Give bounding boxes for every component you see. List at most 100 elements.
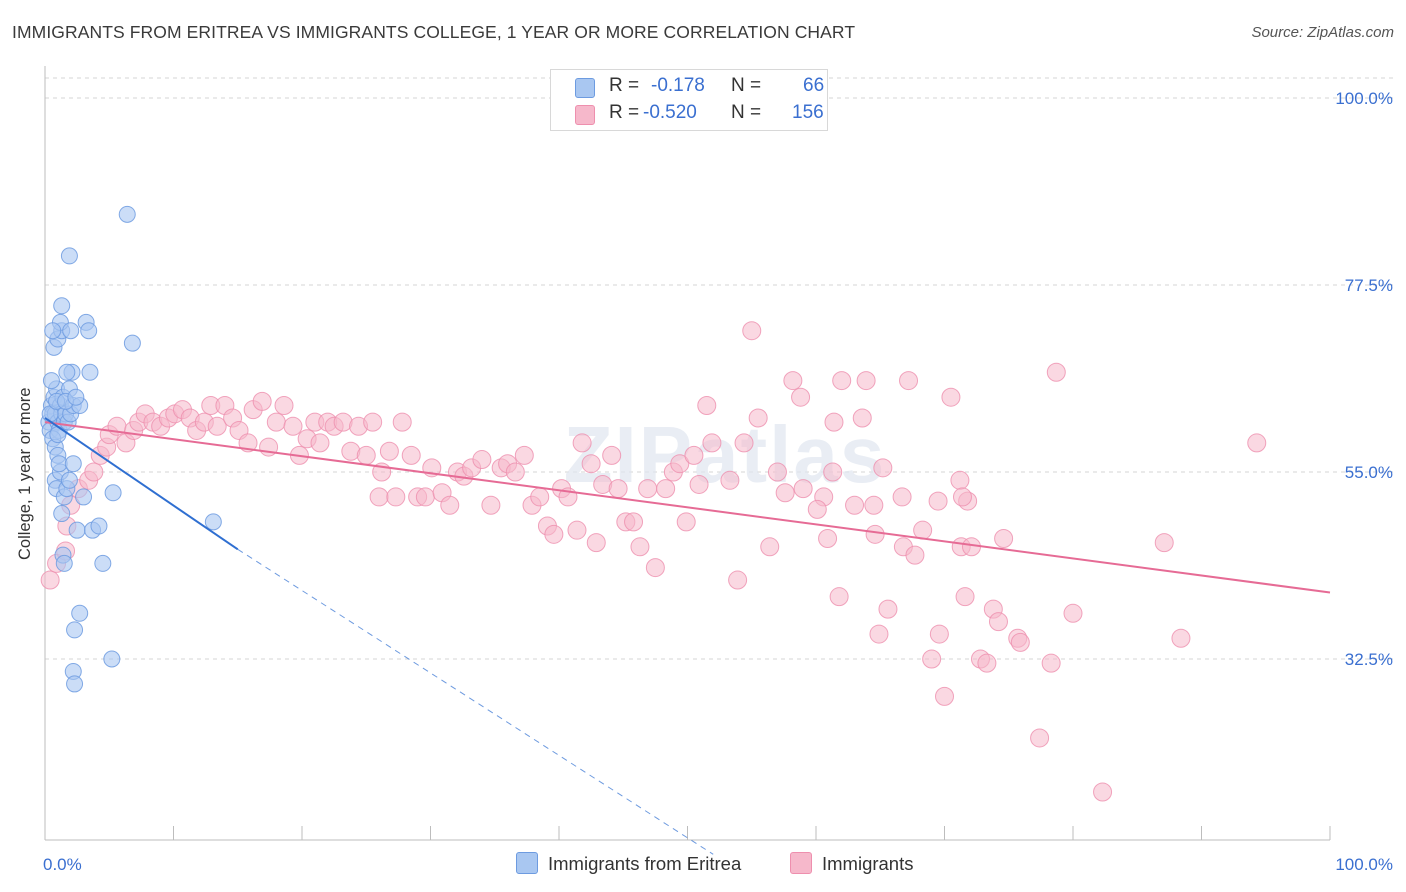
- immigrants-point: [864, 495, 884, 515]
- immigrants-point: [922, 649, 942, 669]
- eritrea-point: [81, 363, 99, 381]
- immigrants-point: [530, 487, 550, 507]
- immigrants-point: [728, 570, 748, 590]
- immigrants-points: [40, 321, 1267, 802]
- legend-item-immigrants: Immigrants: [790, 852, 914, 875]
- eritrea-point: [94, 554, 112, 572]
- immigrants-point: [952, 487, 972, 507]
- y-tick-label: 77.5%: [1345, 276, 1393, 295]
- immigrants-point: [684, 445, 704, 465]
- eritrea-point: [80, 322, 98, 340]
- immigrants-point: [950, 470, 970, 490]
- immigrants-point: [266, 412, 286, 432]
- immigrants-point: [793, 479, 813, 499]
- immigrants-point: [928, 491, 948, 511]
- immigrants-point: [823, 462, 843, 482]
- legend-r-label: R =: [609, 102, 640, 123]
- immigrants-point: [1154, 533, 1174, 553]
- immigrants-trend-line: [44, 421, 1331, 594]
- immigrants-point: [207, 416, 227, 436]
- y-tick-label: 100.0%: [1335, 89, 1393, 108]
- x-tick-label: 100.0%: [1335, 855, 1393, 874]
- immigrants-point: [824, 412, 844, 432]
- eritrea-point: [104, 484, 122, 502]
- immigrants-point: [379, 441, 399, 461]
- legend-n-label: N =: [731, 75, 762, 96]
- immigrants-point: [1093, 782, 1113, 802]
- immigrants-point: [955, 587, 975, 607]
- immigrants-point: [818, 528, 838, 548]
- y-tick-label: 55.0%: [1345, 463, 1393, 482]
- eritrea-trend-line: [44, 417, 239, 551]
- legend-label-immigrants: Immigrants: [822, 853, 914, 874]
- eritrea-point: [58, 363, 76, 381]
- immigrants-point: [852, 408, 872, 428]
- immigrants-point: [386, 487, 406, 507]
- eritrea-point: [123, 334, 141, 352]
- immigrants-point: [283, 416, 303, 436]
- immigrants-point: [392, 412, 412, 432]
- eritrea-point: [66, 621, 84, 639]
- immigrants-point: [892, 487, 912, 507]
- immigrants-point: [415, 487, 435, 507]
- source-label: Source: ZipAtlas.com: [1251, 24, 1394, 41]
- immigrants-point: [929, 624, 949, 644]
- immigrants-point: [748, 408, 768, 428]
- immigrants-point: [472, 450, 492, 470]
- immigrants-point: [720, 470, 740, 490]
- eritrea-point: [64, 455, 82, 473]
- immigrants-point: [84, 462, 104, 482]
- immigrants-point: [697, 396, 717, 416]
- trend-lines: [44, 417, 1331, 855]
- immigrants-point: [310, 433, 330, 453]
- immigrants-point: [40, 570, 60, 590]
- immigrants-point: [869, 624, 889, 644]
- immigrants-point: [630, 537, 650, 557]
- immigrants-point: [1030, 728, 1050, 748]
- legend-swatch-eritrea: [516, 852, 538, 874]
- immigrants-point: [977, 653, 997, 673]
- eritrea-point: [68, 521, 86, 539]
- eritrea-point: [60, 471, 78, 489]
- immigrants-point: [807, 499, 827, 519]
- eritrea-point: [204, 513, 222, 531]
- immigrants-point: [363, 412, 383, 432]
- legend-n-value: 66: [803, 75, 825, 96]
- eritrea-point: [55, 554, 73, 572]
- immigrants-point: [586, 533, 606, 553]
- immigrants-point: [775, 483, 795, 503]
- immigrants-point: [1010, 632, 1030, 652]
- legend-n-label: N =: [731, 102, 762, 123]
- axes: [44, 66, 1331, 841]
- immigrants-point: [638, 479, 658, 499]
- x-tick-label: 0.0%: [43, 855, 82, 874]
- immigrants-point: [581, 454, 601, 474]
- immigrants-point: [994, 528, 1014, 548]
- immigrants-point: [856, 371, 876, 391]
- legend-swatch-immigrants: [575, 105, 595, 125]
- immigrants-point: [742, 321, 762, 341]
- eritrea-point: [60, 247, 78, 265]
- immigrants-point: [899, 371, 919, 391]
- legend-swatch-immigrants: [790, 852, 812, 874]
- y-tick-label: 32.5%: [1345, 650, 1393, 669]
- immigrants-point: [873, 458, 893, 478]
- immigrants-point: [941, 387, 961, 407]
- eritrea-points: [40, 205, 222, 693]
- immigrants-point: [514, 445, 534, 465]
- legend-r-label: R =: [609, 75, 640, 96]
- immigrants-point: [567, 520, 587, 540]
- immigrants-point: [702, 433, 722, 453]
- eritrea-point: [44, 322, 62, 340]
- eritrea-point: [62, 322, 80, 340]
- immigrants-point: [369, 487, 389, 507]
- eritrea-point: [49, 426, 67, 444]
- immigrants-point: [913, 520, 933, 540]
- eritrea-point: [75, 488, 93, 506]
- immigrants-point: [656, 479, 676, 499]
- immigrants-point: [252, 391, 272, 411]
- immigrants-point: [1247, 433, 1267, 453]
- immigrants-point: [481, 495, 501, 515]
- immigrants-point: [624, 512, 644, 532]
